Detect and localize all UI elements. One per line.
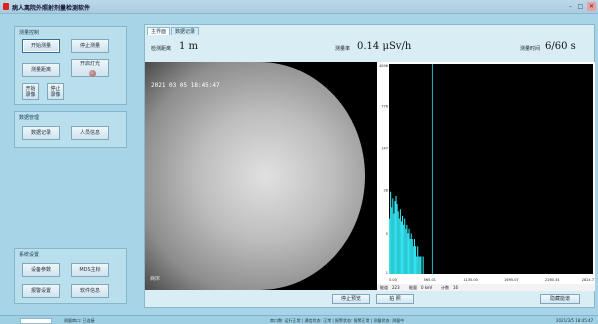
spectrum-info-bar: 能道 223 能量 0 keV 计数 16 [377, 284, 595, 291]
device-params-button[interactable]: 设备参数 [22, 263, 60, 277]
spectrum-bar [411, 239, 413, 274]
camera-timestamp: 2021 03 05 18:45:47 [151, 82, 220, 89]
info-count-value: 16 [453, 285, 459, 290]
tab-main[interactable]: 主界面 [147, 27, 171, 35]
spectrum-bar [400, 221, 402, 274]
window-title: 病人离院外照射剂量检测软件 [12, 5, 91, 12]
spectrum-bar [404, 218, 406, 274]
dose-value: 0.14 μSv/h [357, 41, 412, 52]
x-tick-label: 2824.71 [582, 278, 595, 282]
status-bar: 测量串口: 已连接 串口数: 运行正常 | 通信状态: 正常 | 报警状态: 报… [0, 315, 598, 324]
data-record-button[interactable]: 数据记录 [22, 126, 60, 140]
camera-image [145, 62, 365, 290]
y-tick-label: 28 [384, 188, 388, 192]
spectrum-bar [412, 246, 414, 274]
software-info-button[interactable]: 软件信息 [71, 284, 109, 298]
app-icon [3, 3, 9, 10]
y-tick-label: 1 [386, 271, 388, 275]
info-energy-value: 0 keV [421, 285, 433, 290]
system-settings-panel: 系统设置 设备参数 MDS主标 报警设置 软件信息 [14, 248, 127, 304]
distance-label: 检测距离 [151, 46, 172, 52]
x-tick-label: 2260.34 [545, 278, 560, 282]
info-channel-value: 223 [392, 285, 400, 290]
x-tick-label: 0.00 [389, 278, 397, 282]
data-management-title: 数据管理 [19, 115, 40, 121]
spectrum-bar [394, 201, 396, 274]
spectrum-bar [391, 207, 393, 274]
spectrum-bar [414, 246, 417, 274]
info-channel-label: 能道 [380, 285, 388, 290]
maximize-button[interactable]: □ [577, 3, 584, 10]
spectrum-bar [418, 256, 420, 274]
y-tick-label: 4096 [379, 64, 388, 68]
spectrum-bar [393, 213, 395, 274]
spectrum-bar [397, 211, 399, 274]
start-record-button[interactable]: 开始 录像 [22, 83, 39, 100]
measure-control-panel: 测量控制 开始测量 停止测量 测量距离 开启灯光 开始 录像 停止 录像 [14, 26, 127, 105]
spectrum-bar [406, 224, 408, 274]
hide-spectrum-button[interactable]: 隐藏能谱 [540, 294, 580, 304]
x-tick-label: 565.01 [424, 278, 436, 282]
fill-light-label: 开启灯光 [79, 61, 100, 67]
status-right: 2021/3/5 18:45:47 [556, 318, 594, 323]
personnel-info-button[interactable]: 人员信息 [71, 126, 109, 140]
stop-measure-button[interactable]: 停止测量 [71, 39, 109, 53]
system-settings-title: 系统设置 [19, 252, 40, 258]
stop-preview-button[interactable]: 停止预览 [332, 294, 370, 304]
spectrum-bar [395, 195, 397, 274]
spectrum-bar [392, 198, 394, 274]
status-middle: 串口数: 运行正常 | 通信状态: 正常 | 报警状态: 报警正常 | 测量状态… [270, 318, 405, 323]
stop-record-button[interactable]: 停止 录像 [47, 83, 64, 100]
x-tick-label: 1695.07 [504, 278, 518, 282]
minimize-button[interactable]: – [569, 3, 572, 10]
title-bar: 病人离院外照射剂量检测软件 – □ ✕ [0, 0, 598, 14]
dose-label: 测量率 [335, 46, 351, 52]
distance-value: 1 m [179, 41, 199, 52]
data-management-panel: 数据管理 数据记录 人员信息 [14, 111, 127, 148]
start-measure-button[interactable]: 开始测量 [22, 39, 60, 53]
spectrum-bar [399, 209, 401, 274]
spectrum-chart: 4096 776 147 28 5 1 0.00 565.01 1130.00 1695.07 22… [377, 62, 595, 291]
spectrum-bar [398, 218, 400, 274]
indicator-lamp-icon [89, 70, 96, 77]
tab-data-record[interactable]: 数据记录 [171, 27, 200, 35]
spectrum-bar [405, 228, 407, 274]
y-tick-label: 5 [386, 232, 388, 236]
capture-button[interactable]: 拍 照 [376, 294, 414, 304]
spectrum-bar [396, 204, 398, 274]
spectrum-bar [407, 233, 409, 274]
spectrum-bar [416, 256, 418, 274]
info-count-label: 计数 [441, 285, 449, 290]
measure-distance-button[interactable]: 测量距离 [22, 63, 60, 77]
spectrum-bar [417, 246, 419, 274]
plot-background [389, 64, 593, 274]
x-tick-label: 1130.00 [463, 278, 477, 282]
spectrum-bar [390, 191, 392, 274]
spectrum-bar [422, 256, 424, 274]
close-button[interactable]: ✕ [587, 2, 596, 11]
spectrum-bar [401, 215, 404, 274]
spectrum-bar [408, 228, 410, 274]
spectrum-bar [389, 218, 391, 274]
spectrum-bar [409, 239, 411, 274]
mds-main-button[interactable]: MDS主标 [71, 263, 109, 277]
time-value: 6/60 s [545, 41, 576, 52]
status-left: 测量串口: 已连接 [64, 318, 95, 323]
camera-view: 2021 03 05 18:45:47 病床 [145, 62, 377, 290]
spectrum-bar [413, 239, 415, 274]
alarm-settings-button[interactable]: 报警设置 [22, 284, 60, 298]
spectrum-bar [410, 233, 412, 274]
measure-control-title: 测量控制 [19, 30, 40, 36]
spectrum-bar [420, 256, 422, 274]
spectrum-bar [419, 256, 421, 274]
spectrum-svg: 4096 776 147 28 5 10.00 565.01 1130.00 1695.07 22… [379, 64, 595, 282]
y-tick-label: 147 [381, 147, 388, 151]
spectrum-bar [403, 224, 405, 274]
y-tick-label: 776 [381, 105, 388, 109]
time-label: 测量时间 [520, 46, 541, 52]
status-indicator-box [20, 318, 52, 324]
info-energy-label: 能量 [409, 285, 417, 290]
camera-footer: 病床 [150, 276, 161, 282]
